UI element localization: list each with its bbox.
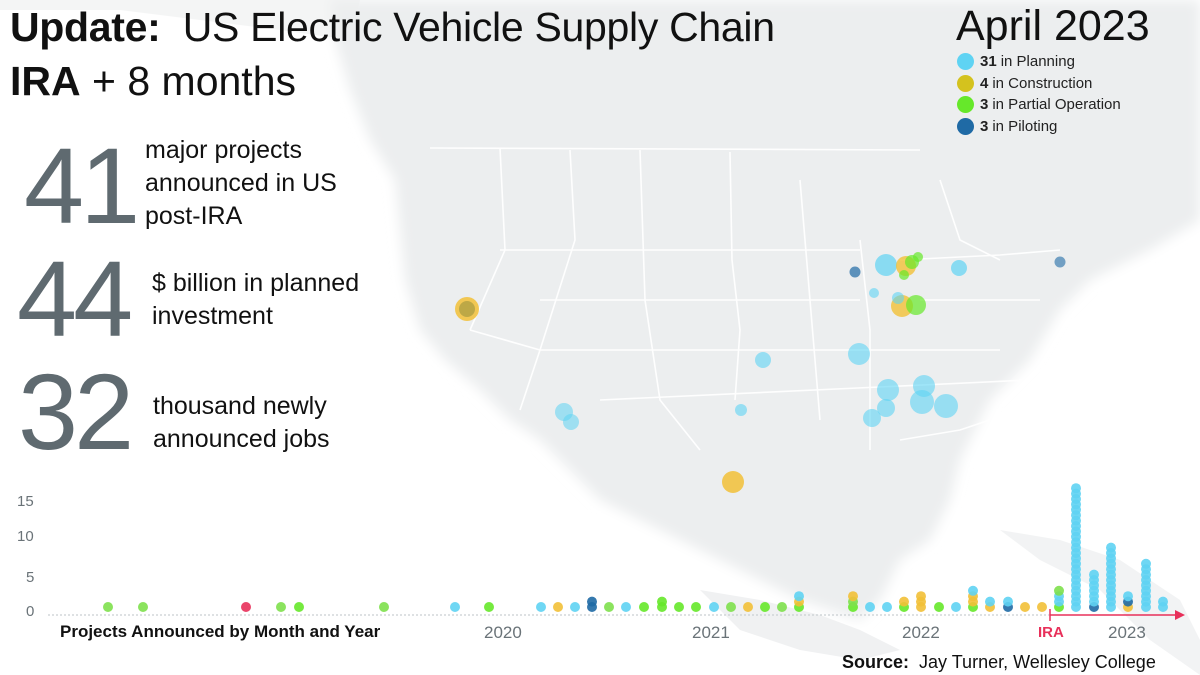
source-text: Jay Turner, Wellesley College (919, 652, 1156, 672)
timeline-dot (865, 602, 875, 612)
legend-dot-piloting (957, 117, 974, 135)
source-label: Source: (842, 652, 910, 672)
timeline-dot (726, 602, 736, 612)
timeline-dot (709, 602, 719, 612)
timeline-dot (1037, 602, 1047, 612)
y-axis: 0 5 10 15 (17, 493, 34, 620)
timeline-dot (794, 591, 804, 602)
legend-count: 3 (980, 96, 989, 114)
legend-dot-partial-operation (957, 96, 974, 114)
timeline-dot (985, 596, 995, 607)
legend-label: in Construction (992, 74, 1093, 92)
timeline-dot (691, 602, 701, 612)
timeline-dot (657, 596, 667, 607)
timeline-dot (450, 602, 460, 612)
legend: 31 in Planning 4 in Construction 3 in Parti… (957, 51, 1121, 137)
title-rest: US Electric Vehicle Supply Chain (182, 4, 775, 50)
timeline-dot (1089, 569, 1099, 580)
subtitle-rest: + 8 months (92, 58, 296, 104)
stat-projects-text: major projects announced in US post-IRA (145, 136, 337, 230)
timeline-dot (379, 602, 389, 612)
timeline-dot (484, 602, 494, 612)
timeline-dot (587, 596, 597, 607)
legend-item-construction: 4 in Construction (957, 73, 1121, 95)
timeline-dot (882, 602, 892, 612)
legend-item-piloting: 3 in Piloting (957, 116, 1121, 138)
timeline-dots (103, 483, 1168, 612)
stat-projects-number: 41 (24, 125, 140, 246)
timeline-dot (743, 602, 753, 612)
timeline-dot (294, 602, 304, 612)
legend-label: in Planning (1000, 53, 1075, 71)
timeline-dot (621, 602, 631, 612)
legend-item-partial-operation: 3 in Partial Operation (957, 94, 1121, 116)
timeline-dot (1054, 585, 1064, 596)
stat-jobs-number: 32 (18, 351, 134, 472)
y-tick-label: 0 (26, 603, 34, 620)
timeline-dot (968, 585, 978, 596)
timeline-dot (536, 602, 546, 612)
year-label: 2022 (902, 623, 940, 642)
timeline-dot (848, 591, 858, 602)
year-label: 2020 (484, 623, 522, 642)
legend-dot-construction (957, 74, 974, 92)
timeline-dot (639, 602, 649, 612)
y-tick-label: 15 (17, 493, 34, 510)
legend-count: 31 (980, 53, 997, 71)
timeline-dot (276, 602, 286, 612)
legend-count: 4 (980, 74, 989, 92)
y-tick-label: 5 (26, 569, 34, 586)
legend-item-planning: 31 in Planning (957, 51, 1121, 73)
timeline-dot (934, 602, 944, 612)
timeline-dot (103, 602, 113, 612)
timeline-dot (1106, 542, 1116, 553)
legend-dot-planning (957, 53, 974, 71)
timeline-dot (1158, 596, 1168, 607)
legend-label: in Partial Operation (992, 96, 1121, 114)
timeline-dot (777, 602, 787, 612)
legend-label: in Piloting (992, 117, 1058, 135)
timeline-dot (951, 602, 961, 612)
timeline-dot (1141, 558, 1151, 569)
state-borders (429, 147, 1061, 451)
main-title: Update: US Electric Vehicle Supply Chain (10, 4, 775, 51)
ira-arrow-head (1175, 610, 1185, 620)
timeline-dot (553, 602, 563, 612)
facility-bubbles (455, 252, 1066, 493)
title-bold-prefix: Update: (10, 4, 161, 50)
year-label: 2021 (692, 623, 730, 642)
stat-jobs-text: thousand newly announced jobs (153, 392, 330, 453)
timeline-dot (1123, 591, 1133, 602)
timeline-dot (899, 596, 909, 607)
subtitle: IRA + 8 months (10, 58, 296, 105)
stat-investment-number: 44 (17, 238, 133, 359)
stat-investment-text: $ billion in planned investment (152, 269, 360, 330)
timeline-dot (1071, 483, 1081, 494)
y-tick-label: 10 (17, 528, 34, 545)
subtitle-bold: IRA (10, 58, 81, 104)
timeline-label: Projects Announced by Month and Year (60, 622, 381, 641)
timeline-dot (674, 602, 684, 612)
timeline-dot (1020, 602, 1030, 612)
timeline-dot (570, 602, 580, 612)
ira-label: IRA (1038, 624, 1064, 641)
date-label: April 2023 (956, 2, 1150, 50)
source-credit: Source: Jay Turner, Wellesley College (842, 652, 1156, 673)
timeline-dot (241, 602, 251, 612)
timeline-dot (1003, 596, 1013, 607)
timeline-dot (604, 602, 614, 612)
year-label: 2023 (1108, 623, 1146, 642)
timeline-dot (760, 602, 770, 612)
timeline-dot (916, 591, 926, 602)
legend-count: 3 (980, 117, 989, 135)
timeline-dot (138, 602, 148, 612)
